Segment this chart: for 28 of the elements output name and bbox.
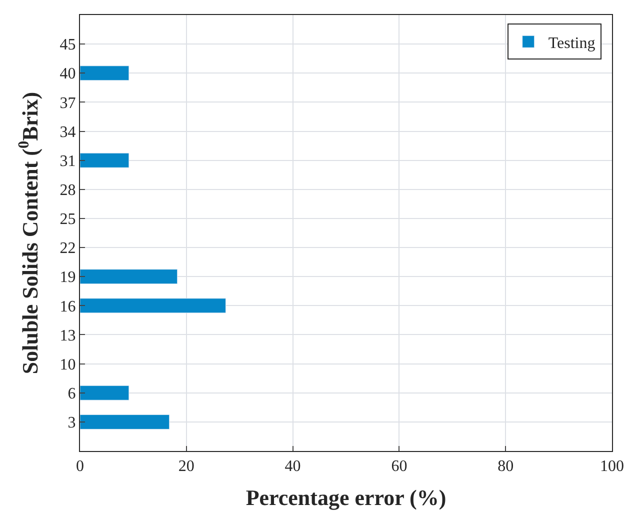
- legend-label: Testing: [548, 34, 596, 52]
- y-tick-label: 34: [60, 124, 76, 141]
- y-tick-label: 6: [68, 385, 76, 402]
- y-tick-label: 10: [60, 356, 76, 374]
- bar: [80, 385, 130, 400]
- y-tick-label: 13: [60, 327, 76, 344]
- y-tick-label: 45: [60, 36, 76, 54]
- y-tick-label: 16: [60, 298, 76, 316]
- bar: [80, 269, 178, 284]
- y-tick-label: 40: [60, 66, 76, 83]
- bar: [80, 298, 226, 314]
- x-tick-label: 60: [391, 458, 408, 476]
- x-tick-label: 20: [178, 458, 194, 476]
- x-tick-label: 0: [76, 458, 84, 476]
- y-tick-label: 28: [60, 182, 76, 199]
- y-tick-label: 25: [60, 211, 76, 228]
- x-axis-title: Percentage error (%): [246, 485, 446, 510]
- y-tick-label: 3: [68, 414, 76, 432]
- bar: [80, 152, 130, 168]
- y-tick-label: 22: [60, 240, 76, 258]
- y-tick-label: 19: [60, 269, 76, 286]
- bar: [80, 414, 170, 430]
- x-tick-label: 40: [284, 458, 301, 476]
- y-tick-label: 37: [60, 94, 76, 112]
- x-tick-label: 100: [600, 458, 624, 476]
- x-tick-label: 80: [498, 458, 514, 476]
- bar: [80, 66, 130, 81]
- y-tick-label: 31: [60, 152, 76, 170]
